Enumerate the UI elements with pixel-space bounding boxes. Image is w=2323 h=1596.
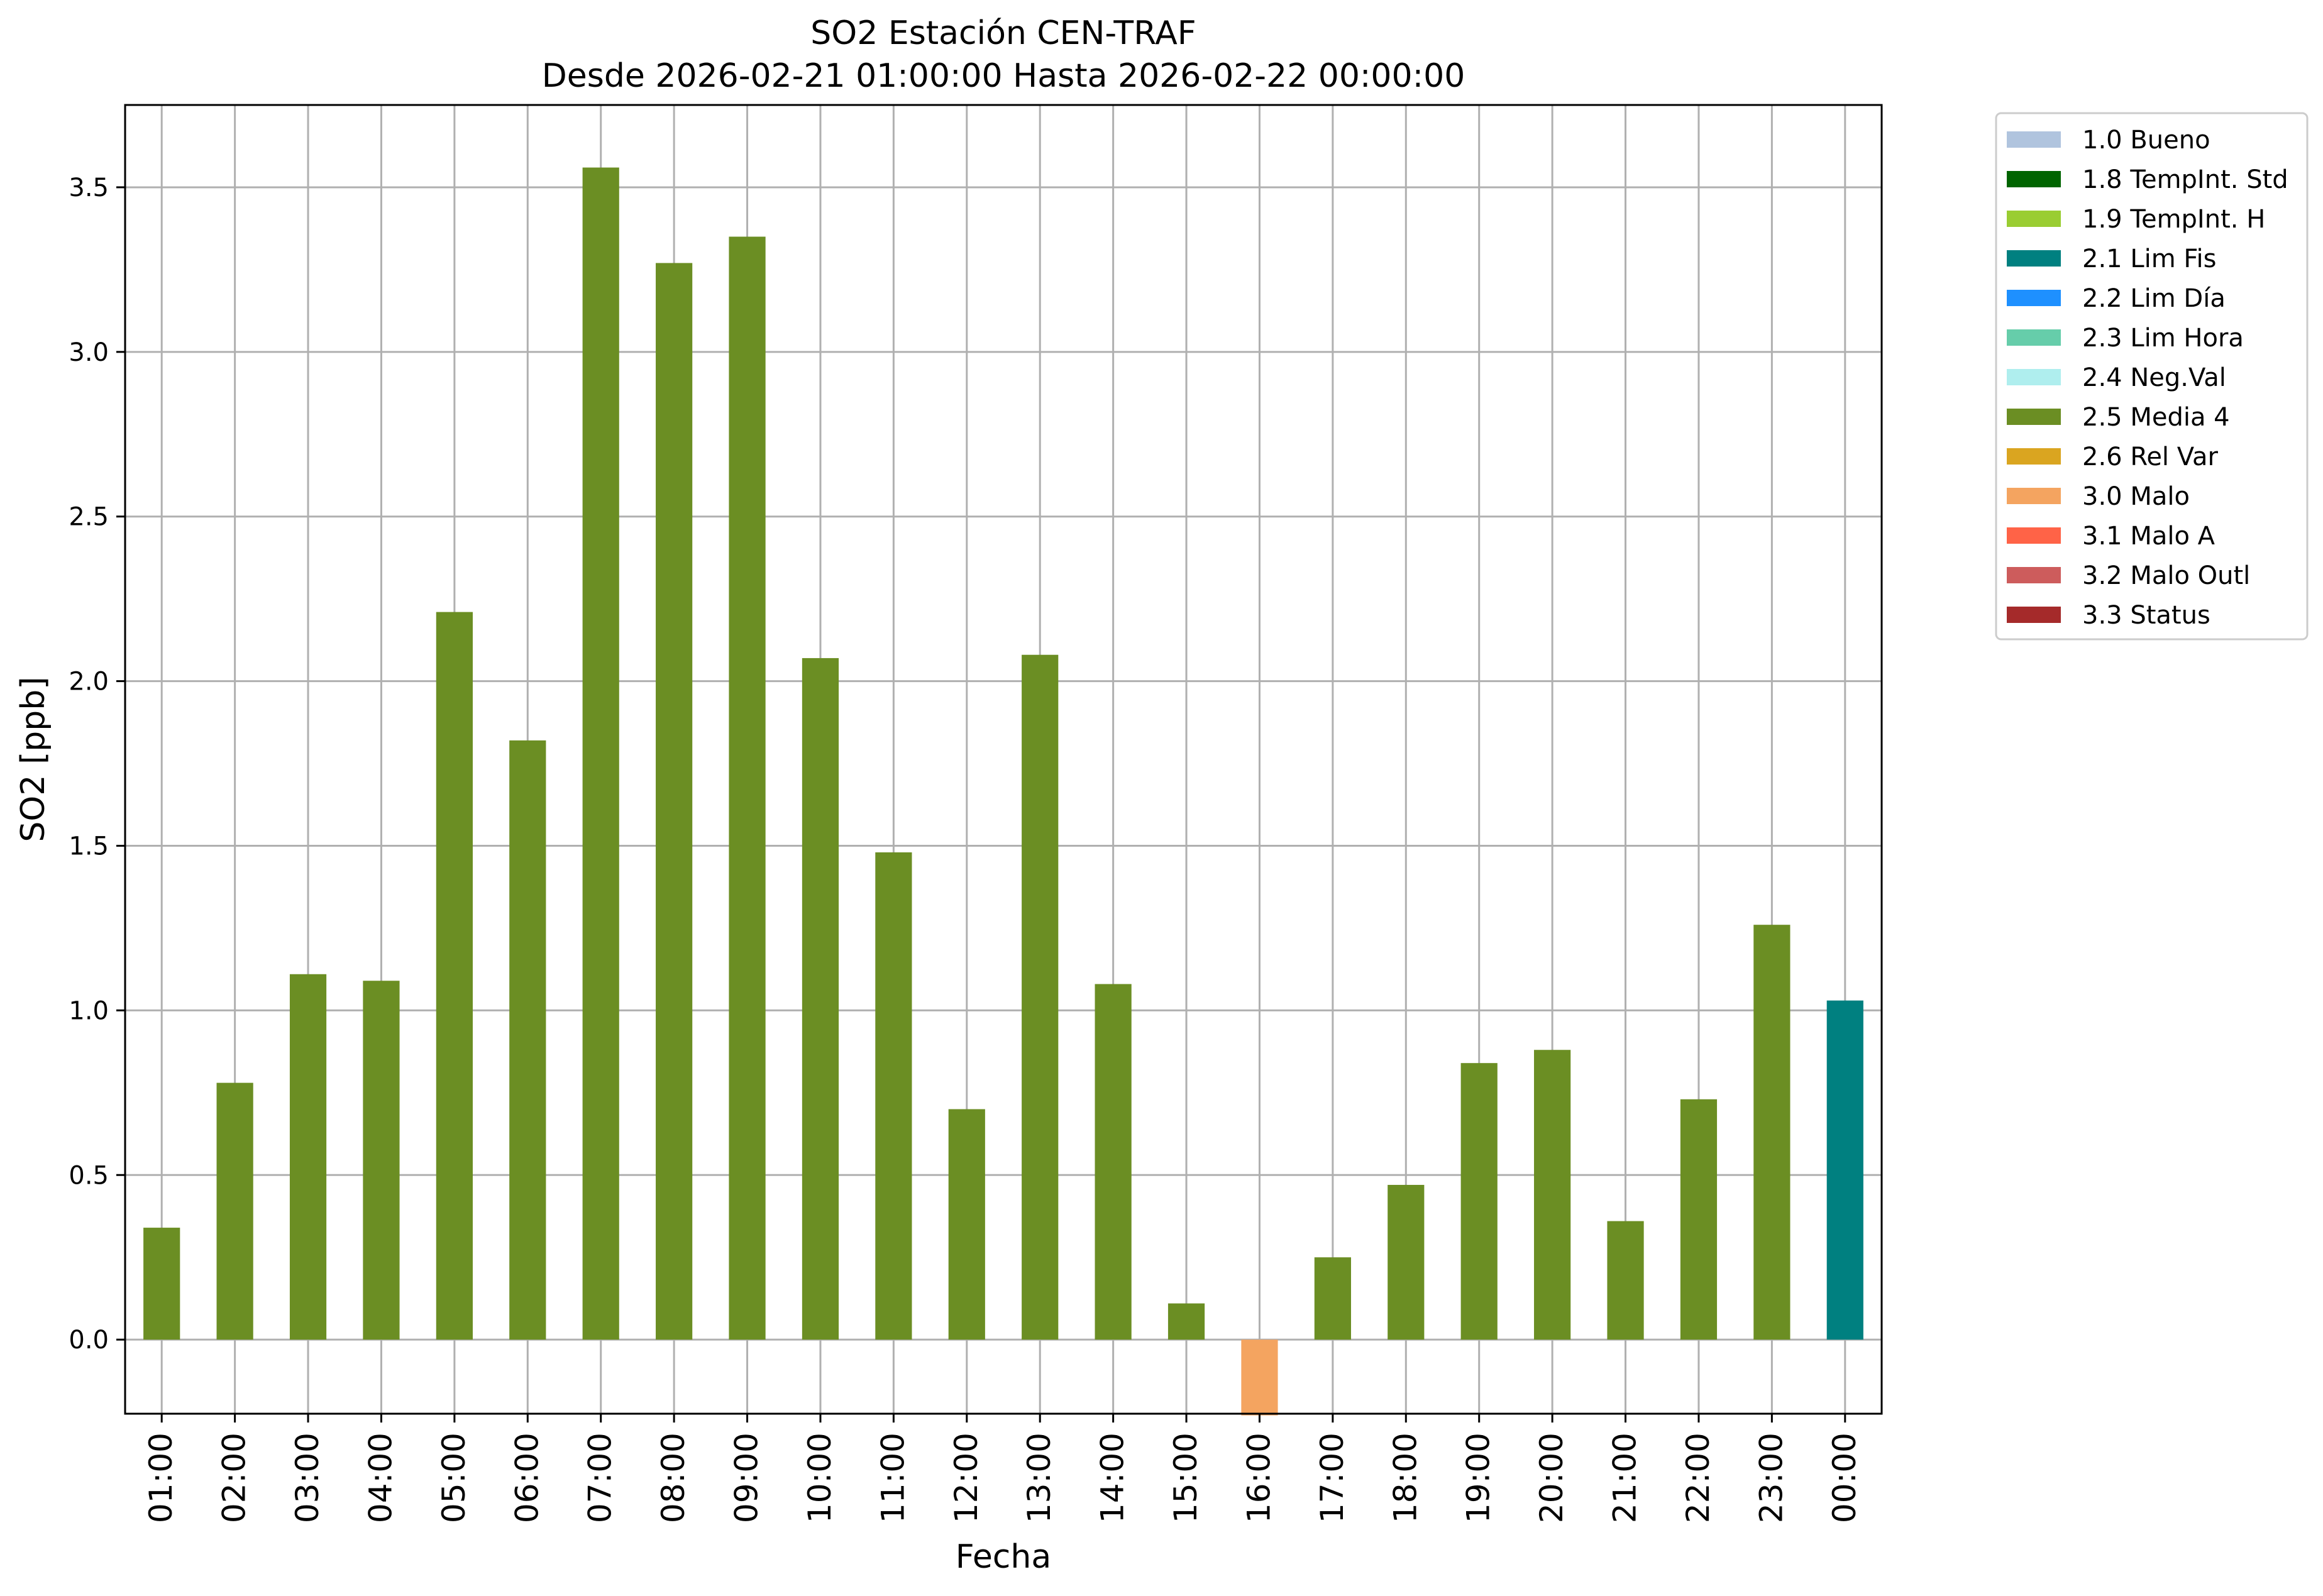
legend-label: 2.5 Media 4 (2082, 403, 2230, 432)
bar-0500 (436, 612, 473, 1340)
legend-swatch (2007, 369, 2061, 385)
x-tick-label: 21:00 (1607, 1433, 1643, 1523)
bar-1700 (1314, 1257, 1351, 1340)
bar-1500 (1167, 1303, 1205, 1340)
x-tick-label: 16:00 (1240, 1433, 1277, 1523)
x-tick-label: 04:00 (362, 1433, 399, 1523)
bar-2200 (1680, 1099, 1718, 1340)
legend-label: 2.1 Lim Fis (2082, 245, 2216, 273)
y-axis-ticks: 0.0 0.5 1.0 1.5 2.0 2.5 3.0 3.5 (69, 173, 125, 1355)
legend-swatch (2007, 448, 2061, 465)
x-tick-label: 08:00 (655, 1433, 692, 1523)
bar-0900 (729, 236, 766, 1340)
bar-0400 (363, 981, 400, 1340)
bar-0700 (582, 167, 619, 1340)
y-tick-label: 3.5 (69, 173, 109, 202)
x-tick-label: 17:00 (1314, 1433, 1350, 1523)
y-tick-label: 1.0 (69, 996, 109, 1025)
bar-0800 (656, 263, 693, 1340)
x-tick-label: 03:00 (289, 1433, 326, 1523)
x-tick-label: 22:00 (1680, 1433, 1716, 1523)
bar-1000 (802, 658, 839, 1340)
bar-1800 (1388, 1184, 1425, 1340)
x-tick-label: 01:00 (143, 1433, 179, 1523)
x-axis-ticks: 01:00 02:00 03:00 04:00 05:00 06:00 07:00 08:00… (143, 1414, 1863, 1523)
legend-label: 2.3 Lim Hora (2082, 324, 2244, 353)
bar-0100 (143, 1228, 180, 1340)
x-tick-label: 05:00 (436, 1433, 472, 1523)
y-tick-label: 3.0 (69, 338, 109, 367)
legend-swatch (2007, 290, 2061, 306)
legend-label: 3.0 Malo (2082, 482, 2190, 511)
x-tick-label: 20:00 (1533, 1433, 1570, 1523)
x-tick-label: 00:00 (1826, 1433, 1863, 1523)
bar-0000 (1826, 1000, 1863, 1340)
x-tick-label: 23:00 (1753, 1433, 1789, 1523)
legend-label: 2.4 Neg.Val (2082, 363, 2226, 392)
x-tick-label: 14:00 (1095, 1433, 1131, 1523)
legend-swatch (2007, 329, 2061, 346)
bar-1900 (1460, 1063, 1498, 1340)
legend-label: 1.9 TempInt. H (2082, 205, 2265, 234)
legend-swatch (2007, 250, 2061, 267)
legend-label: 1.0 Bueno (2082, 126, 2210, 155)
plot-frame (124, 104, 1883, 1415)
x-tick-label: 12:00 (948, 1433, 985, 1523)
legend: 1.0 Bueno 1.8 TempInt. Std 1.9 TempInt. H 2… (1995, 112, 2309, 641)
x-axis-label: Fecha (956, 1538, 1051, 1576)
chart-subtitle: Desde 2026-02-21 01:00:00 Hasta 2026-02-… (542, 57, 1465, 95)
bar-1200 (948, 1109, 985, 1340)
chart-title: SO2 Estación CEN-TRAF (810, 14, 1196, 52)
x-tick-label: 06:00 (509, 1433, 545, 1523)
y-tick-label: 0.0 (69, 1326, 109, 1355)
bar-1600 (1241, 1340, 1278, 1416)
y-tick-label: 2.5 (69, 503, 109, 532)
legend-label: 1.8 TempInt. Std (2082, 165, 2288, 194)
x-tick-label: 11:00 (875, 1433, 911, 1523)
y-tick-label: 0.5 (69, 1161, 109, 1190)
legend-swatch (2007, 171, 2061, 187)
bar-0300 (289, 974, 327, 1340)
x-tick-label: 07:00 (582, 1433, 619, 1523)
bar-2000 (1534, 1050, 1571, 1340)
y-tick-label: 1.5 (69, 832, 109, 861)
legend-swatch (2007, 131, 2061, 148)
x-tick-label: 10:00 (802, 1433, 838, 1523)
x-tick-label: 19:00 (1460, 1433, 1497, 1523)
bar-1400 (1095, 984, 1132, 1340)
x-tick-label: 02:00 (216, 1433, 253, 1523)
legend-label: 3.1 Malo A (2082, 522, 2215, 551)
y-tick-label: 2.0 (69, 668, 109, 696)
x-tick-label: 15:00 (1167, 1433, 1204, 1523)
bar-1300 (1022, 654, 1059, 1340)
legend-swatch (2007, 607, 2061, 623)
legend-frame (1995, 112, 2309, 641)
bar-2300 (1753, 925, 1791, 1340)
bar-1100 (875, 852, 912, 1340)
legend-swatch (2007, 211, 2061, 227)
legend-label: 2.2 Lim Día (2082, 284, 2226, 313)
bar-0200 (216, 1082, 253, 1340)
legend-swatch (2007, 567, 2061, 583)
legend-swatch (2007, 488, 2061, 504)
legend-label: 2.6 Rel Var (2082, 443, 2219, 471)
legend-label: 3.2 Malo Outl (2082, 561, 2250, 590)
legend-swatch (2007, 527, 2061, 544)
legend-label: 3.3 Status (2082, 601, 2210, 630)
bar-2100 (1607, 1221, 1644, 1340)
y-axis-label: SO2 [ppb] (14, 676, 52, 842)
x-tick-label: 13:00 (1021, 1433, 1057, 1523)
bars (143, 167, 1863, 1416)
x-tick-label: 18:00 (1387, 1433, 1423, 1523)
bar-0600 (509, 740, 546, 1340)
x-tick-label: 09:00 (729, 1433, 765, 1523)
legend-swatch (2007, 409, 2061, 425)
